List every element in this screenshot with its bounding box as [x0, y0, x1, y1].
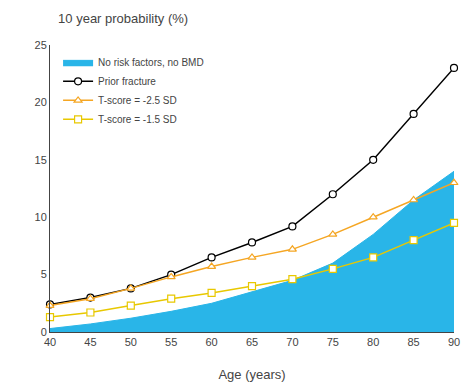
- svg-text:20: 20: [35, 96, 47, 108]
- svg-text:10: 10: [35, 211, 47, 223]
- svg-text:60: 60: [205, 336, 217, 348]
- svg-text:65: 65: [246, 336, 258, 348]
- svg-text:85: 85: [407, 336, 419, 348]
- svg-text:T-score = -1.5 SD: T-score = -1.5 SD: [98, 114, 177, 125]
- svg-text:80: 80: [367, 336, 379, 348]
- svg-text:T-score = -2.5 SD: T-score = -2.5 SD: [98, 95, 177, 106]
- svg-text:Age (years): Age (years): [218, 367, 285, 382]
- svg-text:25: 25: [35, 39, 47, 51]
- svg-text:5: 5: [41, 268, 47, 280]
- svg-text:No risk factors, no BMD: No risk factors, no BMD: [98, 57, 204, 68]
- svg-text:70: 70: [286, 336, 298, 348]
- svg-text:90: 90: [448, 336, 460, 348]
- svg-text:Prior fracture: Prior fracture: [98, 76, 156, 87]
- svg-text:55: 55: [165, 336, 177, 348]
- svg-text:45: 45: [84, 336, 96, 348]
- svg-text:50: 50: [125, 336, 137, 348]
- svg-text:75: 75: [327, 336, 339, 348]
- svg-text:0: 0: [41, 326, 47, 338]
- svg-text:40: 40: [44, 336, 56, 348]
- svg-text:15: 15: [35, 154, 47, 166]
- svg-text:10 year probability (%): 10 year probability (%): [58, 11, 188, 26]
